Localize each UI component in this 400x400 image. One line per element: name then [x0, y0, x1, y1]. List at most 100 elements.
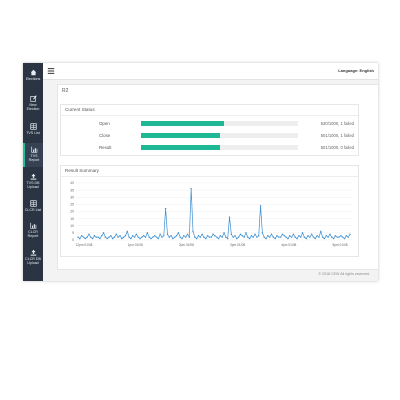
data-point — [192, 230, 194, 233]
sidebar-item-label: TVS List — [26, 131, 40, 135]
data-point — [300, 236, 302, 238]
data-point — [121, 237, 123, 240]
data-point — [228, 216, 231, 218]
sidebar-item-clcr-report[interactable]: CLCR Report — [23, 222, 43, 238]
data-point — [279, 236, 282, 238]
data-point — [239, 233, 242, 235]
data-point — [150, 237, 152, 240]
data-point — [194, 236, 196, 238]
data-point — [99, 237, 101, 240]
data-point — [254, 233, 256, 235]
data-point — [298, 235, 300, 237]
y-tick-label: 25 — [70, 203, 74, 207]
data-point — [152, 236, 154, 238]
data-point — [93, 235, 96, 237]
data-point — [263, 236, 265, 238]
result-summary-box: Result Summary 0 5 10 15 20 25 30 35 40 12pm 01/0… — [60, 165, 359, 257]
data-point — [285, 236, 287, 238]
table-icon — [29, 200, 37, 207]
data-point — [174, 236, 176, 238]
data-point — [95, 236, 97, 238]
progress-track-result — [141, 145, 298, 150]
data-point — [208, 236, 211, 238]
sidebar-item-tvs-report[interactable]: TVS Report — [23, 143, 43, 167]
data-point — [137, 236, 139, 238]
sidebar-item-tvs-list[interactable]: TVS List — [23, 123, 43, 135]
data-point — [108, 236, 110, 238]
data-point — [270, 233, 273, 235]
data-point — [329, 233, 331, 235]
footer-copyright: © 2018 CEW All rights reserved. — [318, 272, 370, 276]
data-point — [236, 237, 238, 240]
data-point — [316, 235, 318, 237]
data-point — [214, 235, 216, 237]
sidebar-item-tvs-db-upload[interactable]: TVS DB Upload — [23, 173, 43, 189]
data-point — [163, 235, 165, 237]
status-value-result: 501/1000, 0 failed — [320, 145, 354, 150]
data-point — [327, 236, 329, 238]
chart-icon — [29, 222, 36, 229]
data-point — [172, 237, 174, 240]
data-point — [217, 237, 220, 240]
sidebar-item-label: CLCR DB Upload — [25, 257, 41, 265]
top-bar: Language: English — [43, 63, 378, 80]
data-point — [197, 235, 200, 237]
edit-icon — [29, 95, 37, 102]
data-point — [210, 236, 212, 238]
panel-tools: ^ × — [375, 88, 379, 93]
divider — [61, 115, 358, 116]
sidebar-item-clcr-list[interactable]: CLCR List — [23, 200, 43, 212]
data-point — [157, 237, 160, 240]
data-point — [341, 236, 344, 238]
data-point — [133, 236, 136, 238]
y-tick-label: 35 — [70, 188, 74, 192]
data-point — [166, 233, 169, 235]
data-point — [111, 237, 114, 240]
data-point — [79, 237, 81, 240]
data-point — [122, 236, 125, 238]
sidebar-item-new-election[interactable]: New Election — [23, 95, 43, 111]
sidebar-item-label: TVS DB Upload — [26, 181, 40, 189]
data-point — [265, 237, 267, 240]
data-point — [259, 205, 262, 207]
data-point — [307, 235, 309, 237]
data-point — [90, 236, 92, 238]
data-point — [345, 235, 348, 237]
app-window: Elections New Election TVS List TVS Repo… — [23, 63, 378, 281]
y-tick-label: 30 — [70, 195, 74, 199]
home-icon — [30, 69, 36, 76]
data-point — [338, 236, 340, 238]
sidebar-item-label: New Election — [26, 103, 40, 111]
current-status-title: Current Status — [65, 107, 95, 112]
progress-fill-result — [141, 145, 220, 150]
hamburger-menu-icon[interactable] — [47, 67, 55, 75]
sidebar-item-clcr-db-upload[interactable]: CLCR DB Upload — [23, 249, 43, 265]
data-point — [274, 237, 276, 240]
progress-track-open — [141, 121, 298, 126]
data-point — [347, 236, 349, 238]
data-point — [201, 233, 203, 235]
data-point — [82, 236, 85, 238]
data-point — [101, 235, 103, 237]
data-point — [183, 235, 185, 237]
current-status-box: Current Status Open 530/1000, 1 failed C… — [60, 104, 359, 156]
data-point — [268, 236, 271, 238]
sidebar-item-elections[interactable]: Elections — [23, 69, 43, 81]
sidebar: Elections New Election TVS List TVS Repo… — [23, 63, 43, 281]
language-selector[interactable]: Language: English — [338, 68, 374, 73]
data-point — [256, 236, 258, 238]
data-point — [294, 236, 296, 238]
data-point — [234, 235, 236, 237]
data-point — [258, 235, 260, 237]
data-point — [84, 237, 87, 240]
data-point — [86, 236, 88, 238]
data-point — [148, 236, 150, 238]
data-point — [334, 235, 337, 237]
data-point — [272, 236, 275, 238]
y-tick-label: 20 — [70, 210, 74, 214]
data-point — [146, 232, 149, 234]
x-tick-label: 1pm 01/08 — [128, 243, 143, 247]
panel-title: R2 — [62, 88, 69, 94]
status-label-close: Close — [99, 133, 111, 138]
data-point — [305, 237, 307, 240]
